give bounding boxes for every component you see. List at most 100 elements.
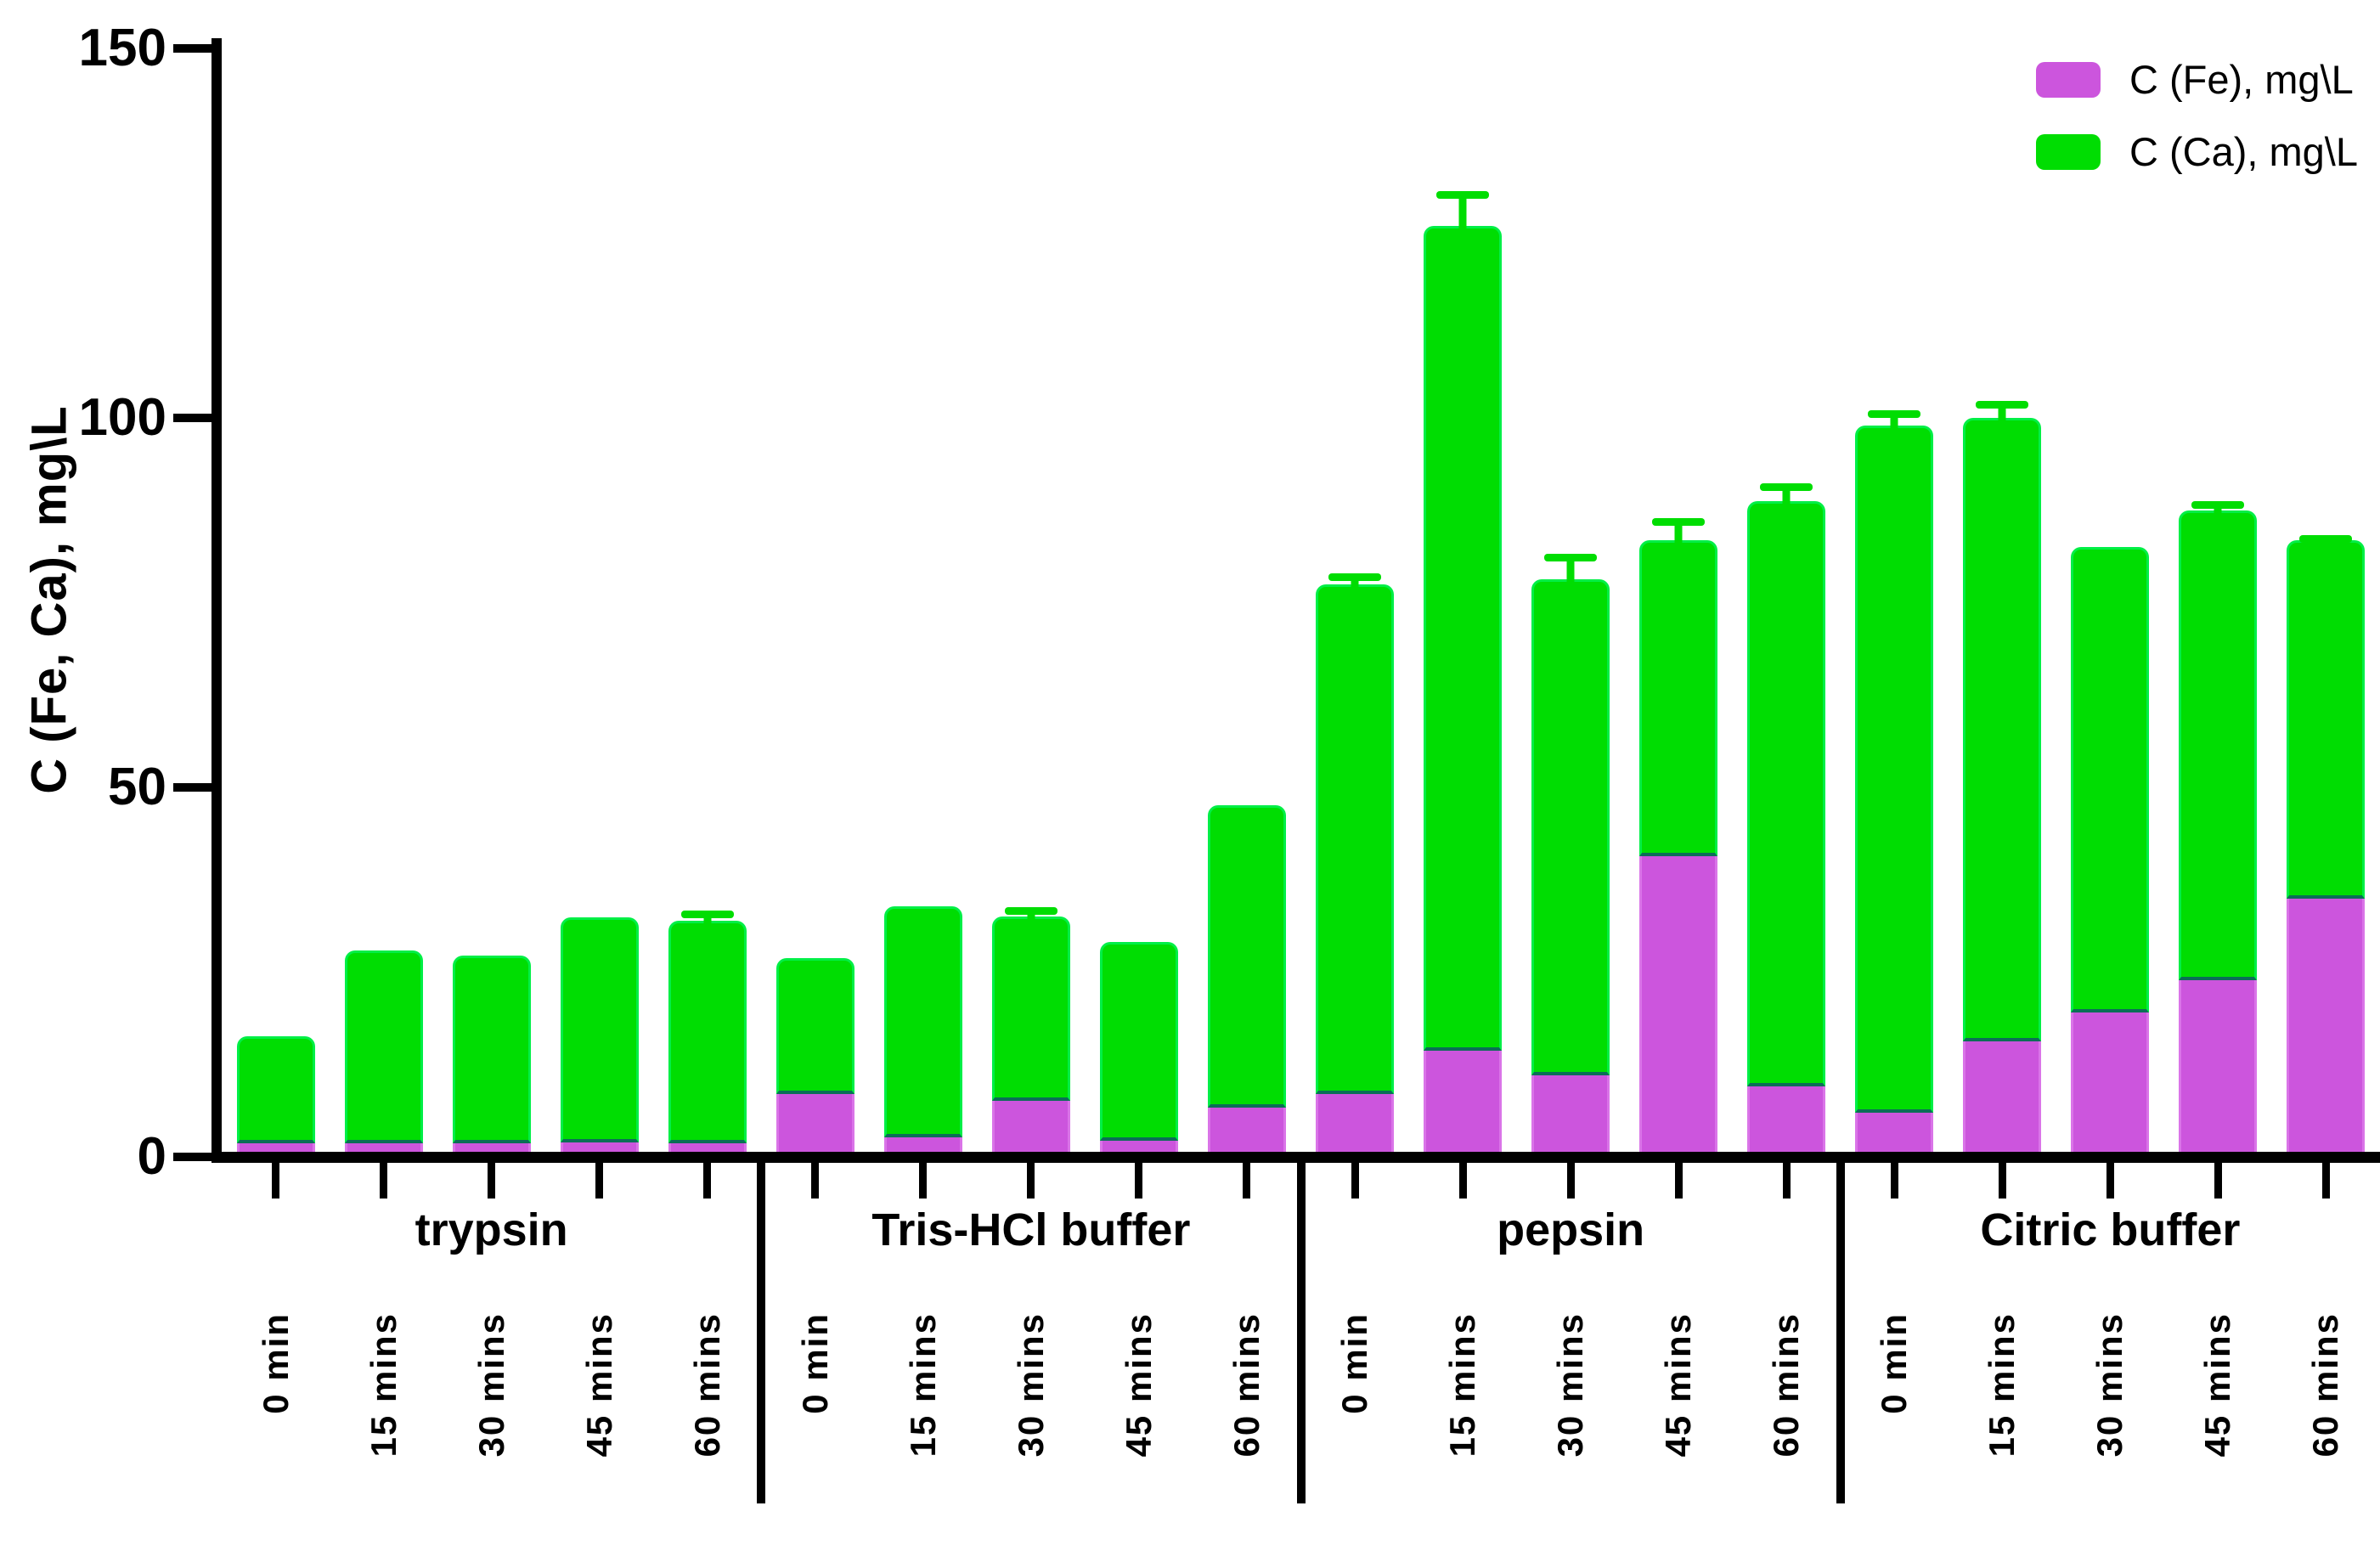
fe-segment <box>1855 1112 1934 1152</box>
ca-segment <box>1963 418 2042 1041</box>
x-tick <box>1998 1163 2006 1199</box>
stacked-bar <box>1963 401 2042 1152</box>
error-bar <box>1004 907 1057 921</box>
y-tick-label: 0 <box>137 1127 166 1186</box>
x-time-label: 45 mins <box>1658 1312 1699 1458</box>
time-label-cell: 15 mins <box>330 1312 437 1567</box>
time-label-row: 0 min 15 mins 30 mins 45 mins 60 mins <box>761 1312 1300 1567</box>
fe-segment <box>1424 1050 1503 1152</box>
legend: C (Fe), mg\L C (Ca), mg\L <box>2036 56 2358 175</box>
stacked-bar <box>560 917 639 1152</box>
x-tick <box>811 1163 820 1199</box>
time-label-cell: 30 mins <box>2056 1312 2164 1567</box>
x-tick <box>1782 1163 1791 1199</box>
group-separator <box>1296 1152 1306 1503</box>
y-axis-label: C (Fe, Ca), mg\L <box>21 405 77 794</box>
x-time-label: 15 mins <box>1982 1312 2022 1458</box>
bar-slot <box>1409 43 1517 1152</box>
bar-slot <box>1733 43 1841 1152</box>
x-tick <box>380 1163 388 1199</box>
bar-group <box>1301 43 1841 1152</box>
time-label-cell: 45 mins <box>545 1312 653 1567</box>
x-label-group: Tris-HCl buffer 0 min 15 mins 30 mins 45 min… <box>761 1163 1300 1567</box>
fe-segment <box>1639 856 1718 1152</box>
bar-slot <box>1625 43 1733 1152</box>
x-label-group: Citric buffer 0 min 15 mins 30 mins 45 mins 6… <box>1841 1163 2380 1567</box>
fe-segment <box>991 1100 1070 1152</box>
bar-slot <box>1949 43 2056 1152</box>
x-time-label: 0 min <box>1874 1312 1915 1414</box>
error-bar <box>680 910 734 924</box>
x-tick <box>2321 1163 2330 1199</box>
bar-slot <box>2056 43 2164 1152</box>
time-label-cell: 15 mins <box>1409 1312 1517 1567</box>
stacked-bar <box>344 950 423 1152</box>
error-bar <box>2299 534 2353 544</box>
bar-slot <box>869 43 977 1152</box>
bar-slot <box>1517 43 1625 1152</box>
x-label-group: trypsin 0 min 15 mins 30 mins 45 mins 60 mins <box>222 1163 761 1567</box>
error-bar-cap <box>1328 572 1382 581</box>
error-bar <box>1328 572 1382 588</box>
time-label-cell: 0 min <box>222 1312 330 1567</box>
time-label-cell: 60 mins <box>653 1312 761 1567</box>
x-time-label: 60 mins <box>686 1312 727 1458</box>
error-bar-cap <box>1652 518 1706 527</box>
stacked-bar <box>1099 941 1178 1152</box>
group-separator <box>757 1152 766 1503</box>
x-time-label: 0 min <box>1334 1312 1375 1414</box>
y-tick <box>173 44 212 53</box>
fe-segment <box>1316 1094 1395 1152</box>
bar-slot <box>653 43 761 1152</box>
error-bar-stem <box>1782 482 1791 505</box>
x-tick <box>1674 1163 1683 1199</box>
ca-segment <box>452 955 531 1143</box>
x-tick <box>1135 1163 1143 1199</box>
stacked-bar <box>2179 500 2258 1152</box>
error-bar-cap <box>2191 500 2245 509</box>
ca-segment <box>883 906 962 1137</box>
stacked-bar <box>1747 482 1826 1152</box>
fe-segment <box>1207 1107 1286 1152</box>
x-tick <box>919 1163 928 1199</box>
legend-swatch-ca-icon <box>2036 133 2101 170</box>
group-label: trypsin <box>415 1204 568 1255</box>
x-time-label: 30 mins <box>2090 1312 2130 1458</box>
bar-group <box>1841 43 2380 1152</box>
bar-slot <box>437 43 545 1152</box>
y-axis <box>211 38 222 1162</box>
time-label-cell: 45 mins <box>2164 1312 2272 1567</box>
x-tick <box>703 1163 712 1199</box>
x-axis-band: trypsin 0 min 15 mins 30 mins 45 mins 60 mins… <box>222 1163 2380 1567</box>
legend-swatch-fe-icon <box>2036 61 2101 98</box>
time-label-cell: 45 mins <box>1625 1312 1733 1567</box>
x-time-label: 45 mins <box>1118 1312 1159 1458</box>
error-bar-cap <box>1004 907 1057 916</box>
time-label-cell: 30 mins <box>437 1312 545 1567</box>
fe-segment <box>775 1094 854 1152</box>
x-time-label: 0 min <box>794 1312 835 1414</box>
legend-item-fe: C (Fe), mg\L <box>2036 56 2358 103</box>
time-label-row: 0 min 15 mins 30 mins 45 mins 60 mins <box>222 1312 761 1567</box>
error-bar-cap <box>1436 191 1490 200</box>
ca-segment <box>1531 578 1610 1076</box>
bar-slot <box>977 43 1085 1152</box>
error-bar-cap <box>1544 554 1598 562</box>
time-label-cell: 45 mins <box>1085 1312 1193 1567</box>
fe-segment <box>2287 898 2366 1152</box>
group-label: pepsin <box>1497 1204 1645 1255</box>
error-bar-stem <box>1566 554 1575 583</box>
error-bar-cap <box>680 910 734 918</box>
fe-segment <box>236 1142 315 1152</box>
error-bar <box>1868 410 1921 429</box>
error-bar <box>1652 518 1706 544</box>
stacked-bar <box>1855 410 1934 1152</box>
error-bar-cap <box>2299 534 2353 543</box>
stacked-bar <box>1531 554 1610 1152</box>
x-tick <box>1890 1163 1898 1199</box>
fe-segment <box>2071 1012 2150 1152</box>
error-bar-cap <box>1976 401 2029 409</box>
x-time-label: 30 mins <box>1010 1312 1051 1458</box>
x-time-label: 15 mins <box>902 1312 943 1458</box>
